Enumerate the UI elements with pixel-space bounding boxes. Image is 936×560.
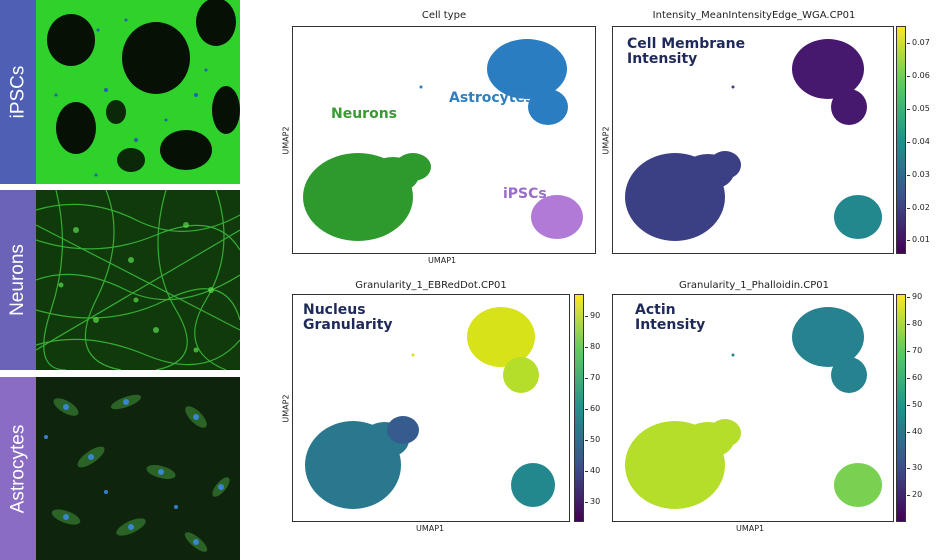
colorbar-tick: 80 [906, 319, 923, 328]
umap-scatter [625, 307, 882, 509]
colorbar-tick: 0.04 [907, 137, 930, 146]
panel-title: Cell type [421, 10, 467, 21]
strip-label-neurons: Neurons [7, 244, 29, 316]
micrograph-neurons [36, 190, 240, 370]
colorbar [896, 294, 906, 522]
panel-title: Intensity_MeanIntensityEdge_WGA.CP01 [652, 10, 856, 21]
umap-scatter [625, 39, 882, 241]
panel-title: Granularity_1_Phalloidin.CP01 [679, 280, 829, 291]
strip-band-ipscs: iPSCs [0, 0, 36, 184]
colorbar [574, 294, 584, 522]
colorbar-tick: 50 [584, 435, 601, 444]
colorbar-tick: 0.06 [907, 71, 930, 80]
cluster-label-ipscs: iPSCs [503, 186, 547, 202]
umap-scatter [303, 39, 583, 241]
micrograph-astrocytes [36, 377, 240, 560]
colorbar-tick: 50 [906, 400, 923, 409]
cluster-label-neurons: Neurons [331, 106, 398, 122]
colorbar-tick: 40 [906, 427, 923, 436]
x-axis-label: UMAP1 [736, 524, 765, 533]
umap-frame: Actin Intensity [612, 294, 894, 522]
colorbar-tick: 0.03 [907, 170, 930, 179]
strip-band-neurons: Neurons [0, 190, 36, 370]
y-axis-label: UMAP2 [281, 126, 291, 155]
strip-label-astrocytes: Astrocytes [7, 424, 29, 513]
cluster-label-astrocytes: Astrocytes [449, 90, 534, 106]
strip-label-ipscs: iPSCs [7, 65, 29, 119]
colorbar-tick: 90 [584, 311, 601, 320]
colorbar-tick: 0.07 [907, 38, 930, 47]
x-axis-label: UMAP1 [416, 524, 445, 533]
micrograph-ipscs [36, 0, 240, 184]
y-axis-label: UMAP2 [601, 126, 611, 155]
strip-band-astrocytes: Astrocytes [0, 377, 36, 560]
colorbar-tick: 80 [584, 342, 601, 351]
x-axis-label: UMAP1 [428, 256, 457, 265]
overlay-label: Actin Intensity [635, 302, 706, 334]
colorbar-tick: 90 [906, 292, 923, 301]
umap-scatter [305, 307, 555, 509]
colorbar-tick: 60 [906, 373, 923, 382]
umap-frame: Nucleus Granularity [292, 294, 570, 522]
colorbar-tick: 70 [906, 346, 923, 355]
colorbar-tick: 30 [584, 497, 601, 506]
colorbar-tick: 0.02 [907, 203, 930, 212]
overlay-label: Nucleus Granularity [303, 302, 393, 334]
colorbar-tick: 20 [906, 490, 923, 499]
colorbar-tick: 60 [584, 404, 601, 413]
colorbar-tick: 30 [906, 463, 923, 472]
umap-frame: Neurons Astrocytes iPSCs [292, 26, 596, 254]
colorbar-tick: 0.05 [907, 104, 930, 113]
umap-frame: Cell Membrane Intensity [612, 26, 894, 254]
colorbar-tick: 40 [584, 466, 601, 475]
colorbar-tick: 70 [584, 373, 601, 382]
overlay-label: Cell Membrane Intensity [627, 36, 746, 68]
colorbar [896, 26, 906, 254]
panel-title: Granularity_1_EBRedDot.CP01 [355, 280, 507, 291]
y-axis-label: UMAP2 [281, 394, 291, 423]
colorbar-tick: 0.01 [907, 235, 930, 244]
